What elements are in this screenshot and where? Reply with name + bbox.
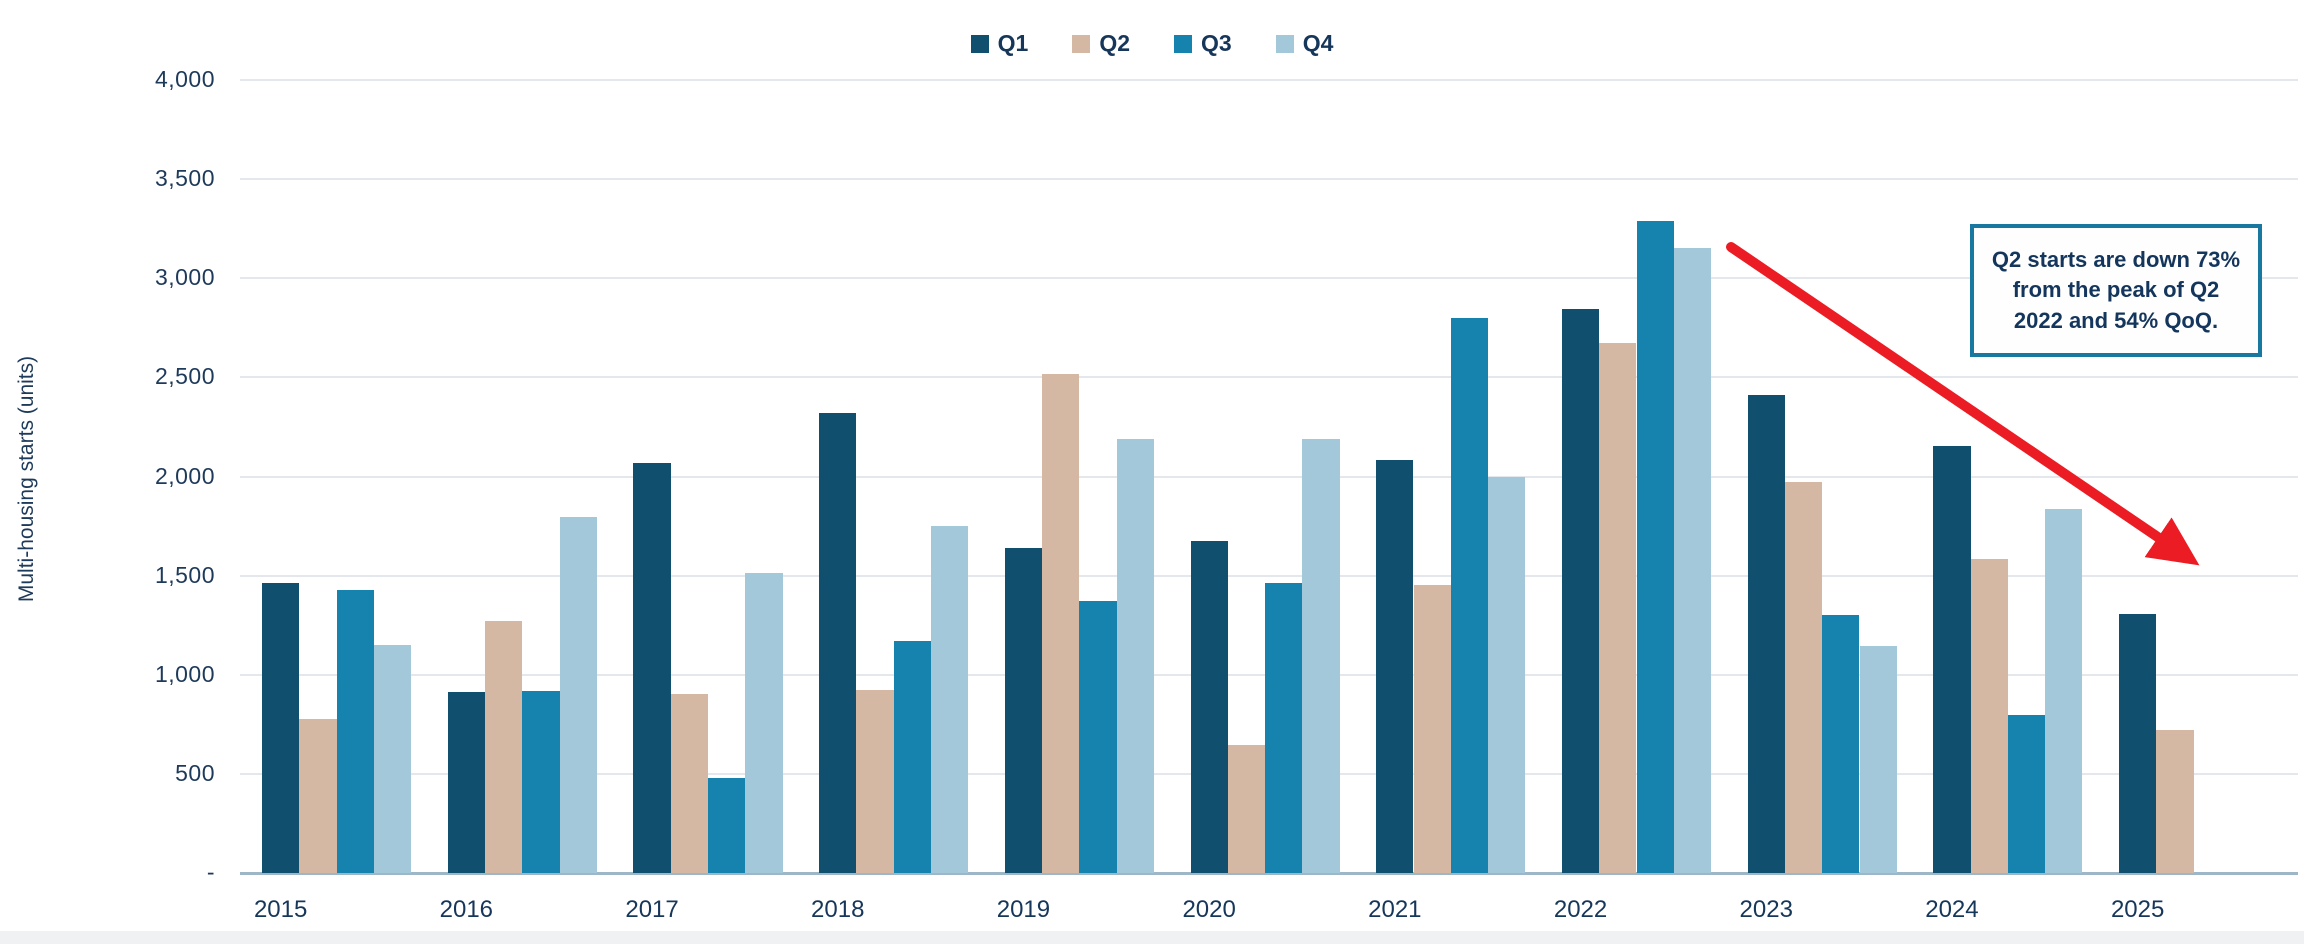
bar-2021-q2[interactable] [1413, 584, 1451, 873]
bar-2019-q4[interactable] [1116, 438, 1154, 873]
bar-2024-q3[interactable] [2007, 715, 2046, 873]
bar-2024-q4[interactable] [2045, 509, 2083, 873]
annotation-line: 2022 and 54% QoQ. [2013, 307, 2219, 333]
bar-2021-q1[interactable] [1376, 459, 1414, 873]
bar-2018-q1[interactable] [819, 413, 857, 873]
annotation-line: Q2 starts are down 73% [1991, 246, 2241, 272]
x-axis-label-2017: 2017 [625, 896, 679, 923]
x-axis-label-2025: 2025 [2110, 896, 2165, 923]
legend-item-q1[interactable]: Q1 [970, 30, 1029, 57]
y-tick-label: 500 [175, 759, 215, 786]
y-gridline [240, 79, 2298, 81]
x-axis-label-2023: 2023 [1739, 896, 1793, 923]
legend-item-q2[interactable]: Q2 [1072, 30, 1130, 57]
bar-2015-q4[interactable] [373, 645, 412, 873]
legend-label: Q2 [1099, 30, 1130, 56]
bar-2019-q1[interactable] [1004, 547, 1043, 873]
y-gridline [240, 178, 2298, 181]
x-axis-label-2024: 2024 [1925, 896, 1979, 923]
y-gridline [240, 277, 2298, 280]
bar-2016-q4[interactable] [559, 517, 597, 873]
legend: Q1 Q2 Q3 Q4 [0, 30, 2304, 57]
y-gridline [240, 574, 2298, 577]
annotation-line: from the peak of Q2 [2012, 277, 2220, 303]
bar-2025-q1[interactable] [2119, 614, 2157, 873]
bar-2017-q2[interactable] [670, 693, 708, 873]
bar-2018-q3[interactable] [893, 641, 931, 873]
bar-2015-q3[interactable] [336, 590, 374, 873]
legend-label: Q4 [1302, 30, 1334, 56]
bar-2022-q4[interactable] [1673, 247, 1712, 873]
bar-2024-q2[interactable] [1970, 558, 2008, 873]
bar-2019-q3[interactable] [1079, 601, 1117, 873]
x-axis-label-2019: 2019 [996, 896, 1051, 923]
bar-2025-q2[interactable] [2156, 730, 2194, 873]
legend-swatch-q2 [1072, 34, 1091, 53]
bar-2017-q4[interactable] [745, 572, 783, 873]
x-axis-line [240, 872, 2298, 875]
x-axis-label-2020: 2020 [1182, 896, 1236, 923]
bar-2019-q2[interactable] [1042, 374, 1080, 873]
bar-2024-q1[interactable] [1933, 445, 1971, 873]
legend-label: Q3 [1201, 30, 1232, 56]
bar-2020-q1[interactable] [1190, 540, 1228, 873]
x-axis-label-2016: 2016 [439, 896, 494, 923]
bar-2015-q1[interactable] [262, 582, 300, 873]
x-axis-label-2022: 2022 [1553, 896, 1608, 923]
bar-2018-q2[interactable] [856, 689, 894, 873]
bar-2018-q4[interactable] [931, 526, 969, 873]
bar-2021-q4[interactable] [1488, 477, 1526, 873]
bar-2023-q2[interactable] [1784, 482, 1823, 873]
y-gridline [240, 475, 2298, 478]
legend-item-q3[interactable]: Q3 [1174, 30, 1232, 57]
bar-2021-q3[interactable] [1450, 317, 1489, 873]
y-tick-label: 3,500 [154, 165, 215, 192]
y-tick-label: 2,000 [154, 462, 215, 489]
window-bottom-strip [0, 931, 2304, 944]
legend-swatch-q1 [970, 34, 989, 53]
bar-2017-q1[interactable] [633, 462, 671, 873]
bar-2020-q4[interactable] [1302, 438, 1340, 873]
y-tick-label: 1,500 [154, 561, 215, 588]
y-tick-label: 1,000 [154, 660, 215, 687]
y-tick-label: 2,500 [154, 363, 215, 390]
y-tick-label: - [206, 859, 215, 885]
bar-2017-q3[interactable] [708, 777, 746, 873]
bar-2023-q3[interactable] [1822, 615, 1860, 873]
bar-2023-q1[interactable] [1747, 395, 1785, 873]
bar-2022-q1[interactable] [1561, 308, 1600, 873]
y-gridline [240, 376, 2298, 379]
bar-2016-q3[interactable] [522, 690, 560, 873]
legend-label: Q1 [997, 30, 1029, 56]
x-axis-label-2021: 2021 [1368, 896, 1422, 923]
bar-2023-q4[interactable] [1859, 646, 1897, 873]
legend-swatch-q4 [1275, 34, 1294, 53]
bar-2016-q1[interactable] [447, 691, 485, 873]
y-tick-label: 3,000 [154, 264, 215, 291]
bar-2016-q2[interactable] [485, 621, 523, 873]
bar-2022-q2[interactable] [1599, 342, 1637, 873]
bar-2020-q2[interactable] [1227, 745, 1266, 873]
x-axis-label-2015: 2015 [253, 896, 308, 923]
legend-item-q4[interactable]: Q4 [1275, 30, 1334, 57]
bar-2015-q2[interactable] [299, 719, 337, 873]
annotation-box[interactable]: Q2 starts are down 73% from the peak of … [1970, 224, 2262, 357]
legend-swatch-q3 [1174, 34, 1192, 53]
x-axis-label-2018: 2018 [811, 896, 865, 923]
y-tick-label: 4,000 [154, 66, 215, 92]
bar-2022-q3[interactable] [1636, 220, 1674, 873]
bar-2020-q3[interactable] [1265, 582, 1303, 873]
